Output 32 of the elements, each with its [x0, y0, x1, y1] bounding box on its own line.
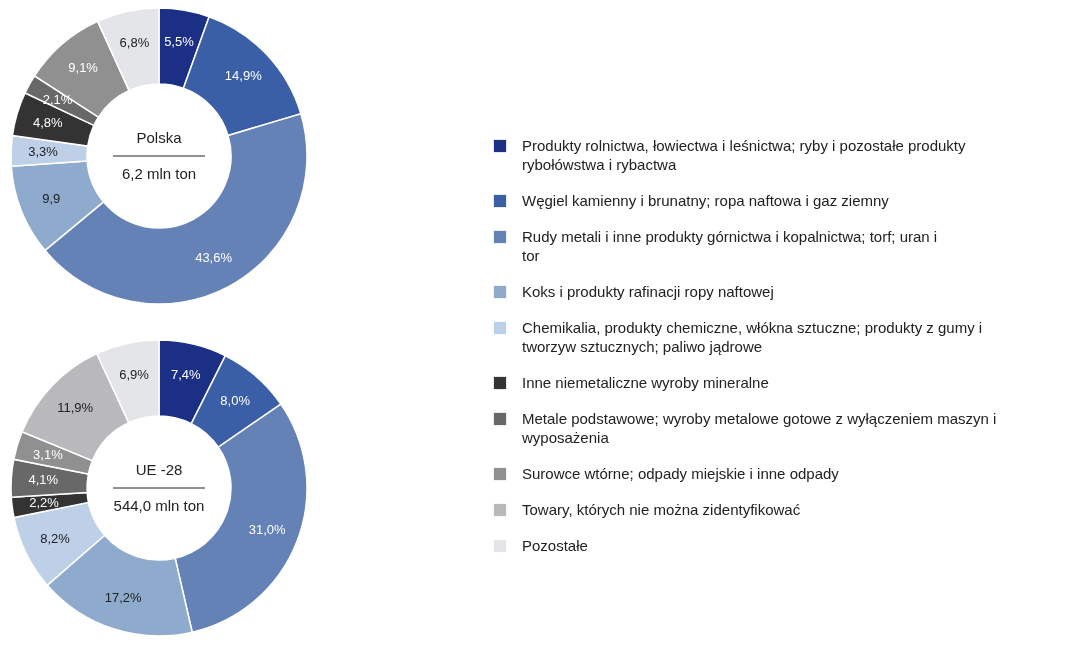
data-label: 6,9% [119, 366, 150, 382]
legend-label: Surowce wtórne; odpady miejskie i inne odpady [522, 465, 840, 482]
data-label: 14,9% [224, 68, 263, 84]
data-label: 6,8% [119, 34, 150, 50]
legend-label: Towary, których nie można zidentyfikować [522, 501, 801, 518]
data-label: 7,4% [170, 367, 201, 383]
data-label: 31,0% [248, 522, 286, 538]
data-label: 3,1% [33, 446, 64, 462]
legend-label: Pozostałe [522, 537, 588, 554]
data-label: 8,2% [40, 531, 71, 547]
data-label: 2,2% [29, 495, 60, 511]
data-label: 8,0% [220, 392, 251, 408]
data-label: 43,6% [195, 250, 233, 266]
data-label: 9,1% [68, 60, 99, 76]
text: 6,2 mln ton [121, 165, 197, 182]
legend-label: Metale podstawowe; wyroby metalowe gotowe z wyłączeniem maszyn i wyposażenia [521, 410, 997, 446]
legend-label: Węgiel kamienny i brunatny; ropa naftowa i gaz ziemny [522, 192, 890, 209]
legend-label: Produkty rolnictwa, łowiectwa i leśnictwa; ryby i pozostałe produkty rybołówstwa i rybactwa [522, 137, 967, 173]
data-label: 9,9 [42, 191, 61, 207]
text: Polska [136, 129, 183, 146]
legend-label: Rudy metali i inne produkty górnictwa i kopalnictwa; torf; uran i tor [522, 228, 938, 264]
text: 544,0 mln ton [113, 497, 205, 514]
data-label: 5,5% [164, 33, 195, 49]
data-label: 11,9% [57, 399, 94, 415]
text: UE -28 [135, 461, 183, 478]
legend-label: Koks i produkty rafinacji ropy naftowej [522, 283, 774, 300]
data-label: 4,1% [28, 472, 59, 488]
data-label: 3,3% [28, 143, 59, 159]
legend-label: Inne niemetaliczne wyroby mineralne [522, 374, 769, 391]
legend-label: Chemikalia, produkty chemiczne, włókna sztuczne; produkty z gumy i tworzyw sztucznych; paliwo jądrowe [522, 319, 983, 355]
data-label: 17,2% [104, 590, 143, 606]
data-label: 4,8% [32, 114, 64, 130]
